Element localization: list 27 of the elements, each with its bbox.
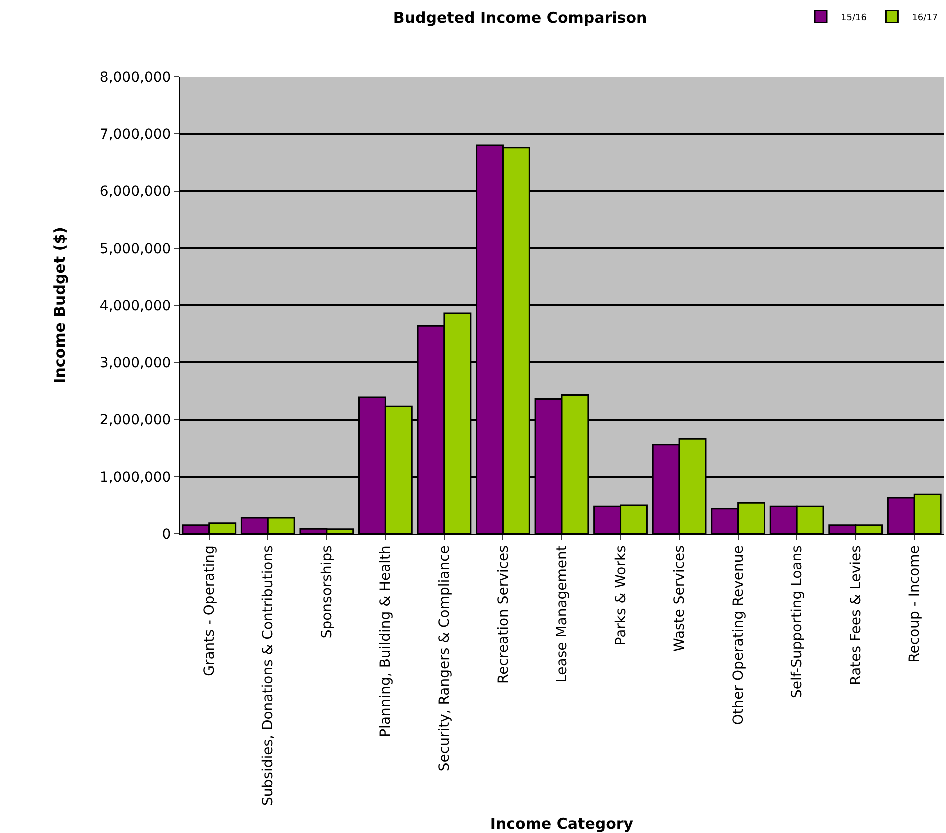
y-tick-label: 5,000,000 [100, 241, 172, 258]
x-axis-title: Income Category [490, 815, 634, 833]
x-tick-label: Waste Services [672, 546, 688, 652]
y-tick-label: 2,000,000 [100, 412, 172, 429]
y-tick-label: 7,000,000 [100, 127, 172, 144]
x-tick-label: Security, Rangers & Compliance [437, 546, 454, 772]
x-tick-label: Grants - Operating [202, 546, 218, 676]
x-tick-label: Parks & Works [613, 546, 630, 646]
legend-label: 15/16 [841, 13, 868, 24]
x-tick-label: Subsidies, Donations & Contributions [260, 546, 277, 806]
x-tick-label: Recoup - Income [907, 546, 924, 663]
y-tick-label: 1,000,000 [100, 470, 172, 486]
chart-title: Budgeted Income Comparison [393, 8, 648, 27]
y-tick-label: 4,000,000 [100, 298, 172, 314]
legend-label: 16/17 [912, 13, 938, 24]
x-tick-label: Rates Fees & Levies [848, 546, 864, 686]
x-tick-label: Recreation Services [496, 546, 512, 684]
x-tick-label: Sponsorships [319, 546, 336, 639]
x-tick-label: Lease Management [554, 545, 571, 683]
x-tick-label: Planning, Building & Health [378, 546, 394, 738]
x-tick-label: Other Operating Revenue [730, 546, 747, 726]
y-tick-label: 3,000,000 [100, 356, 172, 372]
y-tick-label: 0 [162, 526, 172, 543]
y-tick-label: 8,000,000 [100, 70, 172, 86]
x-tick-label: Self-Supporting Loans [790, 546, 806, 699]
y-axis-title: Income Budget ($) [51, 227, 70, 384]
y-tick-label: 6,000,000 [100, 184, 172, 200]
